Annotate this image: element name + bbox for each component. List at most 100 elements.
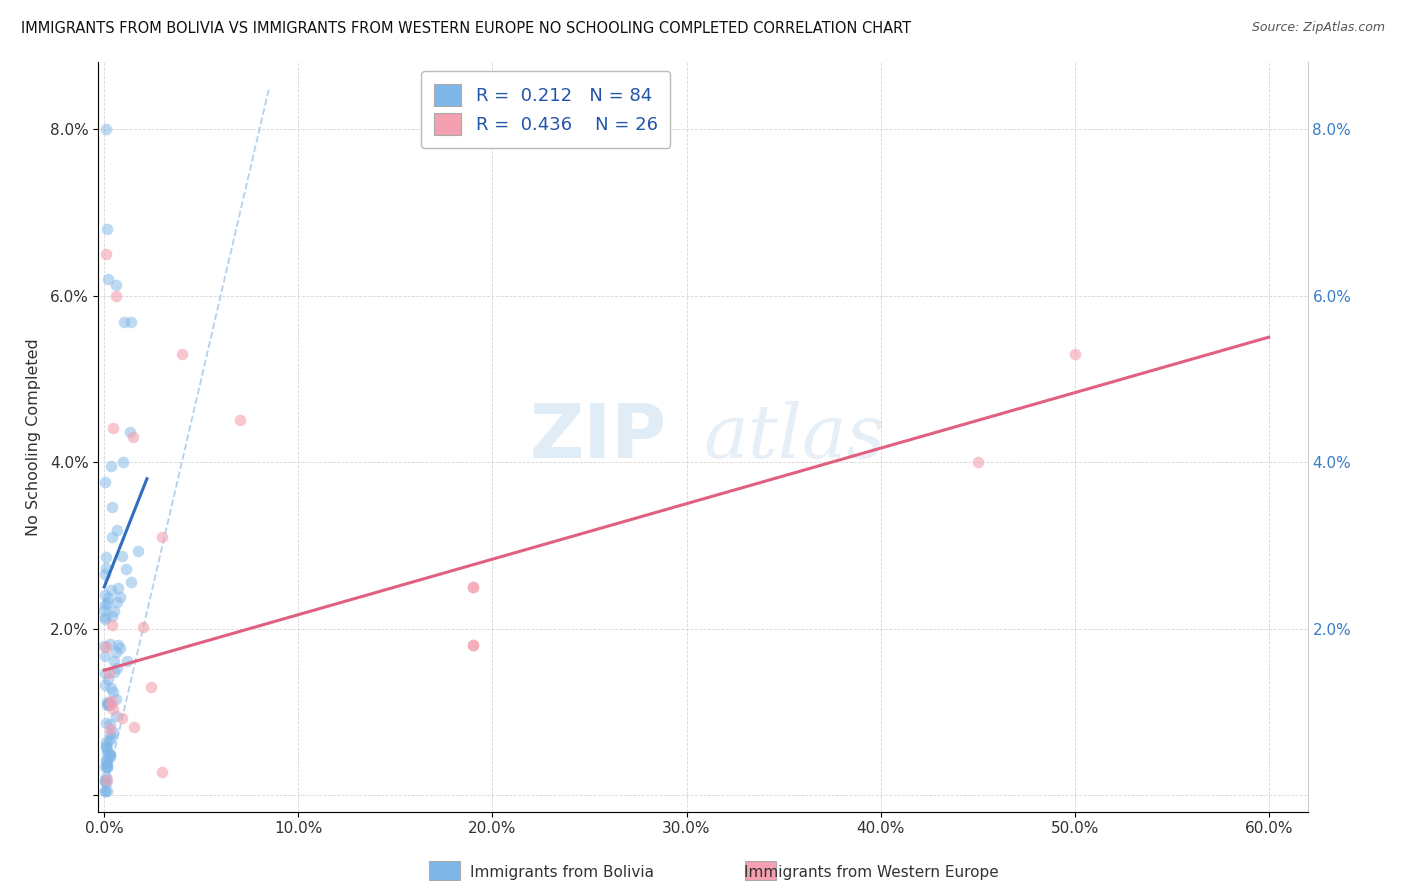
Point (94, 666, 117, 681)
Text: Immigrants from Western Europe: Immigrants from Western Europe (744, 865, 1000, 880)
Point (96, 640, 118, 654)
Point (97, 734, 120, 748)
Point (101, 685, 124, 699)
Point (94, 610, 117, 624)
Point (96, 597, 118, 611)
Text: Immigrants from Bolivia: Immigrants from Bolivia (471, 865, 654, 880)
Point (461, 638, 484, 652)
Point (98, 717, 121, 731)
Point (100, 694, 122, 708)
Point (97, 666, 120, 681)
Point (93, 612, 115, 626)
Point (101, 702, 124, 716)
Point (96, 247, 118, 261)
Point (103, 654, 125, 668)
Point (100, 500, 122, 515)
Text: atlas: atlas (703, 401, 886, 474)
Point (100, 459, 122, 474)
Legend: R =  0.212   N = 84, R =  0.436    N = 26: R = 0.212 N = 84, R = 0.436 N = 26 (422, 71, 671, 148)
Point (93, 639, 115, 653)
Point (104, 288, 127, 302)
Point (105, 595, 128, 609)
Point (127, 544, 149, 558)
Point (461, 580, 484, 594)
Point (139, 680, 162, 694)
Y-axis label: No Schooling Completed: No Schooling Completed (27, 338, 42, 536)
Point (108, 640, 131, 655)
Point (112, 315, 135, 329)
Point (94, 716, 117, 731)
Point (122, 430, 145, 444)
Point (94, 740, 117, 755)
Point (96, 784, 118, 798)
Point (98, 748, 121, 763)
Point (111, 455, 134, 469)
Point (98, 698, 121, 713)
Point (100, 608, 122, 623)
Point (101, 530, 124, 544)
Point (96, 752, 118, 766)
Point (96, 698, 118, 712)
Point (96, 747, 118, 761)
Point (104, 645, 127, 659)
Point (97, 696, 120, 710)
Point (94, 770, 117, 784)
Point (152, 530, 174, 544)
Point (94, 648, 117, 663)
Point (98, 726, 121, 740)
Point (96, 760, 118, 774)
Point (94, 560, 117, 574)
Point (97, 696, 120, 710)
Point (97, 272, 120, 286)
Point (117, 653, 139, 667)
Point (98, 722, 121, 736)
Point (94, 598, 117, 612)
Point (100, 750, 122, 764)
Point (122, 720, 145, 734)
Text: ZIP: ZIP (530, 401, 666, 474)
Point (94, 753, 117, 767)
Point (111, 711, 134, 725)
Point (96, 760, 118, 774)
Point (94, 776, 117, 790)
Point (104, 278, 127, 293)
Point (98, 747, 121, 761)
Point (101, 421, 124, 435)
Point (97, 672, 120, 686)
Point (100, 618, 122, 632)
Point (131, 620, 153, 634)
Point (94, 756, 117, 771)
Point (100, 731, 122, 746)
Point (94, 773, 117, 788)
Point (93, 760, 115, 774)
Point (105, 661, 128, 675)
Point (96, 773, 118, 788)
Point (94, 475, 117, 489)
Point (170, 347, 193, 361)
Point (94, 784, 117, 798)
Point (94, 567, 117, 582)
Point (100, 583, 122, 598)
Point (94, 773, 117, 788)
Point (94, 739, 117, 753)
Point (93, 588, 115, 602)
Point (107, 582, 129, 596)
Point (93, 678, 115, 692)
Point (96, 757, 118, 772)
Point (461, 638, 484, 652)
Point (150, 764, 173, 779)
Point (94, 122, 117, 136)
Point (120, 425, 142, 439)
Point (104, 709, 127, 723)
Text: IMMIGRANTS FROM BOLIVIA VS IMMIGRANTS FROM WESTERN EUROPE NO SCHOOLING COMPLETED: IMMIGRANTS FROM BOLIVIA VS IMMIGRANTS FR… (21, 21, 911, 36)
Point (111, 549, 134, 563)
Point (115, 562, 138, 576)
FancyBboxPatch shape (745, 861, 776, 880)
Point (461, 580, 484, 594)
Point (103, 603, 125, 617)
Point (96, 695, 118, 709)
Point (229, 413, 252, 427)
Point (107, 638, 129, 652)
Point (98, 636, 121, 650)
FancyBboxPatch shape (429, 861, 460, 880)
